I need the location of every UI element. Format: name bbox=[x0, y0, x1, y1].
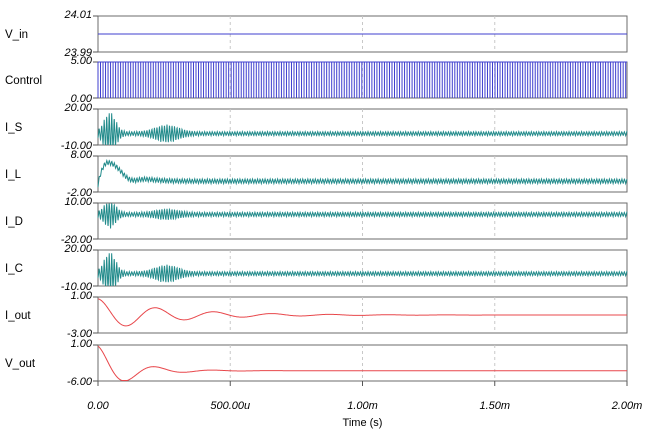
y-tick-label: 5.00 bbox=[71, 55, 93, 67]
x-tick-label: 2.00m bbox=[611, 400, 643, 412]
x-axis-label: Time (s) bbox=[343, 417, 383, 429]
series-line-i_c bbox=[97, 253, 628, 286]
y-tick-label: 23.99 bbox=[63, 47, 92, 59]
signal-label: Control bbox=[5, 75, 42, 87]
signal-label: V_in bbox=[5, 29, 28, 41]
signal-label: I_C bbox=[5, 263, 23, 275]
y-tick-label: -10.00 bbox=[61, 140, 93, 152]
y-tick-label: -20.00 bbox=[61, 234, 93, 246]
series-line-i_l bbox=[97, 158, 628, 188]
y-tick-label: 1.00 bbox=[71, 338, 93, 350]
series-line-i_s bbox=[97, 113, 628, 145]
y-tick-label: -6.00 bbox=[67, 376, 93, 388]
y-tick-label: 20.00 bbox=[63, 243, 92, 255]
series-line-i_d bbox=[97, 203, 628, 229]
x-tick-label: 1.50m bbox=[479, 400, 510, 412]
y-tick-label: 1.00 bbox=[71, 290, 93, 302]
series-line-v_out bbox=[97, 345, 627, 381]
series-line-control bbox=[97, 61, 627, 98]
y-tick-label: 24.01 bbox=[63, 9, 92, 21]
series-line-i_out bbox=[97, 298, 627, 327]
signal-label: I_S bbox=[5, 122, 23, 134]
signal-label: I_L bbox=[5, 169, 22, 181]
x-tick-label: 1.00m bbox=[347, 400, 378, 412]
y-tick-label: 20.00 bbox=[63, 102, 92, 114]
signal-label: I_D bbox=[5, 216, 23, 228]
y-tick-label: 10.00 bbox=[64, 196, 92, 208]
signal-label: V_out bbox=[5, 358, 36, 370]
y-tick-label: -3.00 bbox=[67, 328, 93, 340]
y-tick-label: -10.00 bbox=[61, 281, 93, 293]
y-tick-label: 0.00 bbox=[71, 93, 93, 105]
x-tick-label: 500.00u bbox=[210, 400, 250, 412]
y-tick-label: -2.00 bbox=[67, 187, 93, 199]
signal-label: I_out bbox=[5, 310, 31, 322]
y-tick-label: 8.00 bbox=[71, 149, 93, 161]
x-tick-label: 0.00 bbox=[87, 400, 109, 412]
